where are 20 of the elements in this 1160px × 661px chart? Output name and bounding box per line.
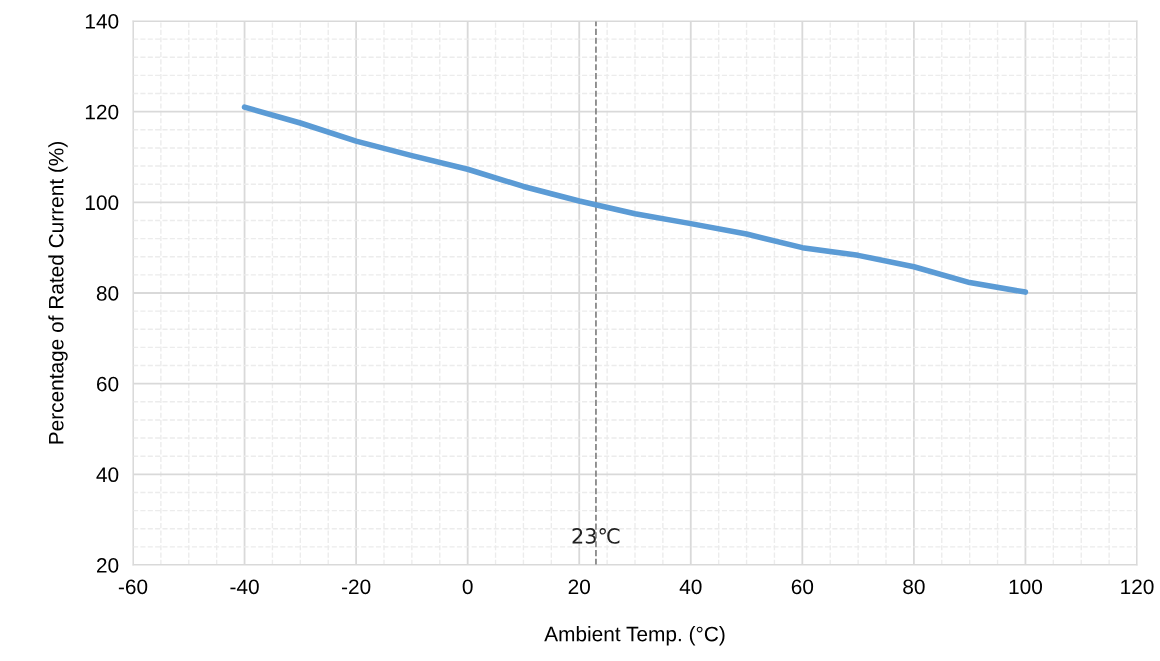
x-tick-label: -60 — [118, 579, 148, 595]
y-tick-label: 40 — [96, 467, 119, 483]
y-tick-label: 60 — [97, 376, 119, 392]
y-tick-label: 140 — [85, 14, 119, 29]
ref-line-label: 23℃ — [572, 528, 620, 544]
x-tick-label: 20 — [568, 579, 590, 595]
x-tick-label: 0 — [462, 579, 473, 595]
x-tick-label: -20 — [341, 579, 371, 595]
x-tick-label: 120 — [1121, 579, 1154, 595]
y-tick-label: 100 — [85, 195, 119, 211]
y-axis-title: Percentage of Rated Current (%) — [48, 142, 68, 444]
x-tick-label: -40 — [230, 579, 259, 595]
x-tick-label: 100 — [1009, 579, 1043, 595]
y-tick-label: 80 — [96, 286, 119, 301]
y-tick-label: 20 — [96, 558, 119, 573]
x-tick-label: 40 — [679, 579, 702, 595]
x-tick-label: 80 — [903, 579, 925, 595]
y-tick-label: 120 — [85, 104, 119, 120]
x-axis-title: Ambient Temp. (°C) — [544, 626, 725, 646]
x-tick-label: 60 — [791, 579, 814, 595]
